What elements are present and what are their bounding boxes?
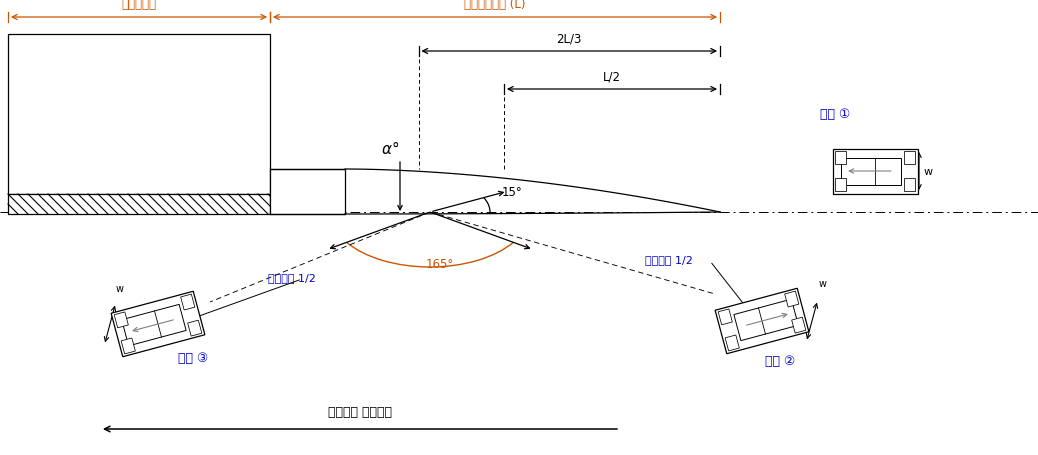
Text: 방호울타리: 방호울타리 bbox=[121, 0, 157, 11]
Text: 차량폭의 1/2: 차량폭의 1/2 bbox=[268, 273, 316, 283]
Polygon shape bbox=[835, 152, 846, 165]
Polygon shape bbox=[785, 292, 799, 307]
Polygon shape bbox=[835, 178, 846, 192]
Text: w: w bbox=[818, 278, 826, 288]
Polygon shape bbox=[121, 338, 135, 354]
Text: 교통류의 진행방향: 교통류의 진행방향 bbox=[328, 405, 392, 418]
Polygon shape bbox=[904, 152, 914, 165]
Text: w: w bbox=[115, 283, 124, 293]
Polygon shape bbox=[188, 320, 201, 336]
Text: 단부처리시설 (L): 단부처리시설 (L) bbox=[464, 0, 526, 11]
Text: 시험 ①: 시험 ① bbox=[820, 107, 850, 120]
Polygon shape bbox=[832, 149, 918, 194]
Bar bbox=[8, 35, 270, 195]
Polygon shape bbox=[111, 292, 204, 357]
Polygon shape bbox=[121, 305, 186, 346]
Polygon shape bbox=[726, 335, 739, 351]
Text: L/2: L/2 bbox=[603, 70, 621, 83]
Polygon shape bbox=[904, 178, 914, 192]
Text: 차량폭의 1/2: 차량폭의 1/2 bbox=[645, 254, 693, 264]
Polygon shape bbox=[734, 299, 798, 341]
Text: 2L/3: 2L/3 bbox=[556, 32, 582, 45]
Bar bbox=[270, 170, 345, 214]
Polygon shape bbox=[718, 309, 733, 325]
Polygon shape bbox=[841, 158, 901, 185]
Text: 시험 ③: 시험 ③ bbox=[177, 351, 209, 364]
Text: 시험 ②: 시험 ② bbox=[765, 355, 795, 368]
Text: w: w bbox=[924, 167, 933, 177]
Bar bbox=[8, 195, 270, 214]
Text: 15°: 15° bbox=[501, 186, 522, 199]
Polygon shape bbox=[114, 312, 129, 328]
Text: 165°: 165° bbox=[426, 258, 455, 271]
Polygon shape bbox=[715, 288, 809, 354]
Polygon shape bbox=[792, 318, 805, 334]
Text: $\alpha$°: $\alpha$° bbox=[381, 139, 400, 156]
Polygon shape bbox=[181, 294, 195, 310]
